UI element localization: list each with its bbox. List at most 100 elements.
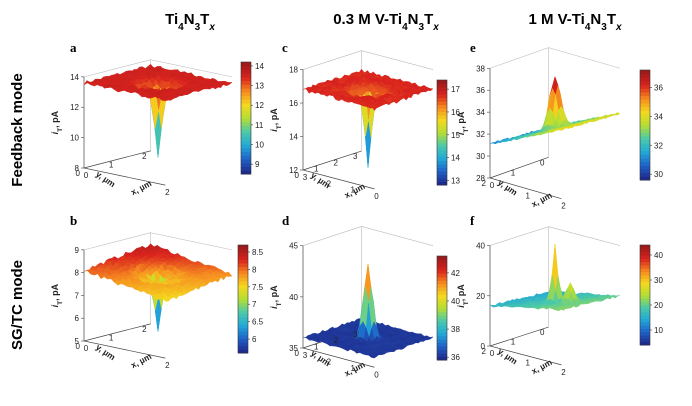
colorbar-step [640, 150, 650, 155]
z-tick-label: 32 [476, 130, 485, 139]
colorbar-step [437, 108, 447, 112]
surface-d [302, 264, 434, 359]
colorbar-step [437, 157, 447, 161]
colorbar-step [640, 308, 650, 313]
x-axis-label: x, µm [530, 190, 554, 209]
colorbar-tick-label: 15 [451, 131, 460, 140]
colorbar-step [241, 73, 251, 78]
colorbar-step [640, 84, 650, 89]
box-back-a [83, 59, 233, 151]
colorbar-d: 36 38 40 42 [436, 255, 460, 362]
y-tick-label: 1 [511, 338, 516, 347]
colorbar-c: 13 14 15 16 17 [436, 79, 460, 186]
colorbar-step [640, 278, 650, 283]
colorbar-step [241, 166, 251, 171]
colorbar-step [640, 301, 650, 306]
colorbar-step [640, 261, 650, 266]
colorbar-step [437, 273, 447, 278]
x-axis-label: x, µm [129, 351, 153, 370]
colorbar-tick-label: 13 [255, 82, 264, 91]
colorbar-step [437, 150, 447, 154]
colorbar-step [437, 335, 447, 340]
colorbar-step [437, 178, 447, 182]
panel-label-c: c [282, 40, 288, 55]
colorbar-a: 9 10 11 12 13 14 [240, 61, 264, 175]
x-axis-label: x, µm [129, 178, 153, 197]
panel-label-b: b [70, 213, 77, 228]
colorbar-step [238, 255, 248, 260]
colorbar-step [241, 103, 251, 108]
colorbar-step [238, 335, 248, 340]
colorbar-step [241, 76, 251, 82]
colorbar-step [238, 349, 248, 354]
z-tick-label: 5 [75, 337, 80, 346]
colorbar-step [640, 88, 650, 93]
colorbar-step [640, 311, 650, 316]
colorbar-step [241, 118, 251, 123]
colorbar-step [640, 125, 650, 130]
colorbar-step [437, 174, 447, 179]
y-tick-label: 1 [511, 169, 516, 178]
surface-facet [370, 106, 378, 111]
panel-label-a: a [70, 40, 77, 55]
colorbar-step [241, 144, 251, 149]
x-tick-label: 0 [490, 349, 495, 358]
column-title-3: 1 M V-Ti4N3Tx [528, 11, 622, 33]
colorbar-step [437, 153, 447, 158]
x-tick-label: 1 [350, 186, 355, 195]
colorbar-tick-label: 17 [451, 85, 460, 94]
colorbar-step [241, 147, 251, 153]
y-tick-label: 1 [109, 333, 114, 342]
colorbar-step [238, 245, 248, 250]
y-tick-label: 0 [76, 342, 81, 351]
y-tick-label: 2 [482, 347, 487, 356]
colorbar-step [640, 139, 650, 144]
colorbar-step [241, 80, 251, 85]
colorbar-step [640, 295, 650, 299]
colorbar-tick-label: 10 [654, 326, 663, 335]
colorbar-step [437, 266, 447, 271]
colorbar-step [437, 143, 447, 147]
colorbar-step [640, 143, 650, 148]
colorbar-step [437, 136, 447, 140]
colorbar-step [437, 118, 447, 123]
z-tick-label: 8 [75, 164, 80, 173]
colorbar-step [437, 301, 447, 306]
colorbar-step [437, 171, 447, 175]
colorbar-step [437, 287, 447, 292]
z-tick-label: 0 [481, 342, 486, 351]
box-back-c [302, 50, 434, 152]
colorbar-tick-label: 16 [451, 108, 460, 117]
z-axis-label: iT, pA [50, 110, 64, 134]
x-tick-label: 1 [526, 191, 531, 200]
row-title-sgtc: SG/TC mode [9, 260, 26, 350]
colorbar-step [640, 248, 650, 253]
x-axis-label: x, µm [343, 359, 367, 378]
colorbar-step [437, 90, 447, 95]
colorbar-step [238, 309, 248, 314]
colorbar-tick-label: 8 [252, 265, 257, 274]
colorbar-tick-label: 9 [255, 160, 260, 169]
colorbar-step [241, 140, 251, 145]
colorbar-step [437, 87, 447, 91]
colorbar-tick-label: 8.5 [252, 248, 264, 257]
colorbar-step [640, 341, 650, 346]
colorbar-step [640, 169, 650, 174]
colorbar-step [437, 283, 447, 288]
colorbar-step [437, 349, 447, 354]
colorbar-tick-label: 38 [451, 325, 460, 334]
colorbar-e: 30 32 34 36 [639, 69, 663, 181]
panel-f: f 0 20 40 iT, pA 0 1 2 x, µm 0 1 2 y, µm 10 20 30 40 [456, 213, 663, 377]
colorbar-step [437, 259, 447, 264]
colorbar-step [241, 88, 251, 93]
colorbar-tick-label: 42 [451, 269, 460, 278]
colorbar-step [241, 132, 251, 138]
colorbar-tick-label: 30 [654, 170, 663, 179]
colorbar-step [238, 317, 248, 322]
colorbar-step [437, 314, 447, 319]
surface-b [83, 243, 233, 332]
colorbar-step [437, 139, 447, 144]
colorbar-step [238, 248, 248, 253]
